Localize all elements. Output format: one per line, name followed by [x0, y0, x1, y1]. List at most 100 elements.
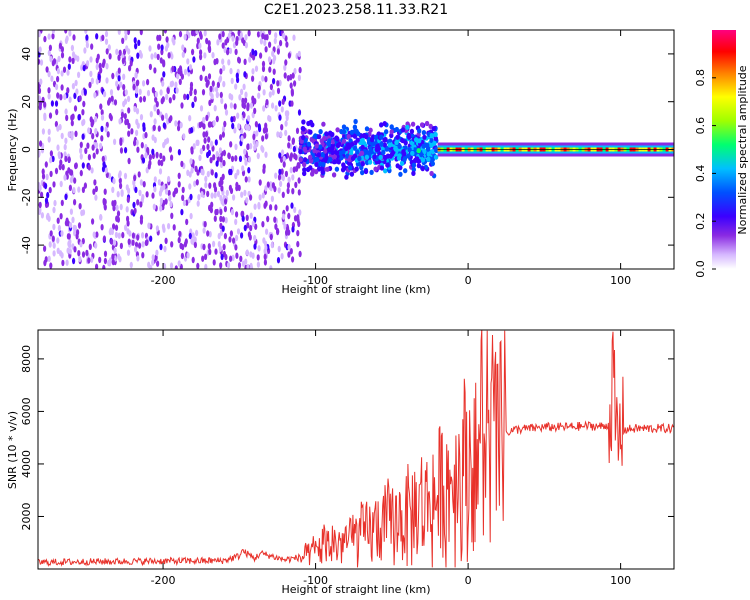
heatmap-cell	[161, 223, 165, 230]
heatmap-cell	[155, 101, 159, 108]
heatmap-cell	[237, 123, 241, 130]
heatmap-cell	[155, 249, 159, 256]
heatmap-cell	[352, 133, 358, 139]
heatmap-cell	[281, 174, 285, 182]
heatmap-cell	[237, 56, 241, 63]
heatmap-cell	[41, 128, 46, 135]
heatmap-cell	[145, 191, 149, 198]
heatmap-cell	[287, 176, 291, 183]
colorbar-label: Normalized spectral amplitude	[736, 65, 749, 234]
heatmap-cell	[163, 245, 167, 253]
heatmap-cell	[219, 208, 223, 216]
heatmap-cell	[115, 48, 119, 55]
heatmap-cell	[52, 181, 56, 188]
heatmap-cell	[102, 235, 106, 242]
heatmap-cell	[382, 154, 388, 161]
heatmap-cell	[88, 243, 92, 250]
heatmap-cell	[286, 225, 290, 232]
heatmap-cell	[271, 89, 275, 96]
heatmap-cell	[212, 154, 216, 161]
heatmap-cell	[188, 232, 192, 240]
heatmap-cell	[227, 152, 231, 160]
heatmap-cell	[147, 222, 151, 229]
heatmap-cell	[138, 88, 142, 96]
heatmap-cell	[64, 137, 68, 144]
heatmap-cell	[238, 94, 242, 101]
heatmap-cell	[294, 181, 298, 189]
heatmap-cell	[77, 114, 81, 121]
heatmap-cell	[244, 258, 248, 265]
heatmap-cell	[424, 120, 430, 127]
heatmap-cell	[119, 242, 123, 250]
heatmap-cell	[56, 92, 60, 99]
heatmap-cell	[131, 232, 135, 239]
heatmap-cell	[82, 64, 86, 72]
heatmap-cell	[286, 187, 290, 195]
heatmap-cell	[157, 159, 161, 166]
heatmap-cell	[398, 171, 403, 177]
heatmap-cell	[98, 256, 102, 264]
heatmap-cell	[212, 259, 216, 266]
heatmap-cell	[207, 243, 211, 250]
heatmap-cell	[126, 220, 130, 227]
heatmap-cell	[89, 70, 93, 78]
heatmap-cell	[246, 143, 250, 150]
heatmap-cell	[100, 125, 104, 133]
heatmap-cell	[48, 44, 53, 51]
heatmap-cell	[360, 170, 365, 176]
heatmap-cell	[65, 114, 69, 122]
heatmap-cell	[164, 237, 168, 244]
colorbar-tick-label: 0.6	[694, 117, 707, 135]
heatmap-cell	[285, 114, 289, 122]
heatmap-cell	[363, 168, 369, 175]
heatmap-cell	[229, 141, 233, 148]
heatmap-cell	[43, 114, 47, 122]
heatmap-cell	[224, 198, 228, 205]
heatmap-cell	[283, 64, 287, 71]
heatmap-cell	[69, 222, 73, 229]
heatmap-cell	[112, 223, 116, 230]
heatmap-cell	[110, 95, 114, 102]
heatmap-cell	[357, 156, 362, 162]
heatmap-cell	[214, 209, 218, 216]
heatmap-cell	[384, 129, 389, 135]
heatmap-cell	[432, 140, 437, 146]
heatmap-cell	[297, 50, 301, 58]
heatmap-cell	[141, 157, 146, 164]
heatmap-cell	[249, 212, 253, 219]
heatmap-cell	[39, 140, 43, 147]
heatmap-cell	[214, 139, 218, 146]
heatmap-cell	[193, 180, 197, 187]
heatmap-cell	[83, 88, 87, 96]
heatmap-cell	[182, 199, 186, 207]
heatmap-cell	[116, 210, 121, 217]
heatmap-cell	[92, 231, 96, 238]
heatmap-cell	[234, 218, 238, 226]
heatmap-cell	[95, 33, 99, 40]
heatmap-cell	[195, 229, 199, 237]
heatmap-cell	[122, 48, 127, 56]
heatmap-cell	[153, 186, 157, 193]
heatmap-cell	[247, 115, 251, 122]
heatmap-cell	[334, 166, 340, 172]
heatmap-cell	[43, 245, 47, 252]
heatmap-cell	[245, 197, 249, 204]
heatmap-cell	[182, 133, 186, 140]
heatmap-cell	[308, 165, 313, 171]
heatmap-cell	[73, 229, 77, 237]
heatmap-cell	[191, 256, 195, 264]
heatmap-cell	[243, 224, 247, 232]
heatmap-cell	[433, 135, 438, 141]
heatmap-cell	[313, 157, 319, 163]
heatmap-cell	[189, 212, 193, 220]
heatmap-cell	[375, 143, 380, 150]
heatmap-cell	[314, 161, 319, 167]
x-tick-label: 0	[465, 274, 472, 287]
heatmap-cell	[249, 224, 253, 232]
heatmap-cell	[97, 73, 101, 81]
colorbar-tick-label: 0.0	[694, 260, 707, 278]
heatmap-cell	[47, 87, 51, 94]
heatmap-cell	[102, 197, 106, 205]
heatmap-cell	[228, 168, 232, 176]
heatmap-cell	[147, 163, 151, 170]
